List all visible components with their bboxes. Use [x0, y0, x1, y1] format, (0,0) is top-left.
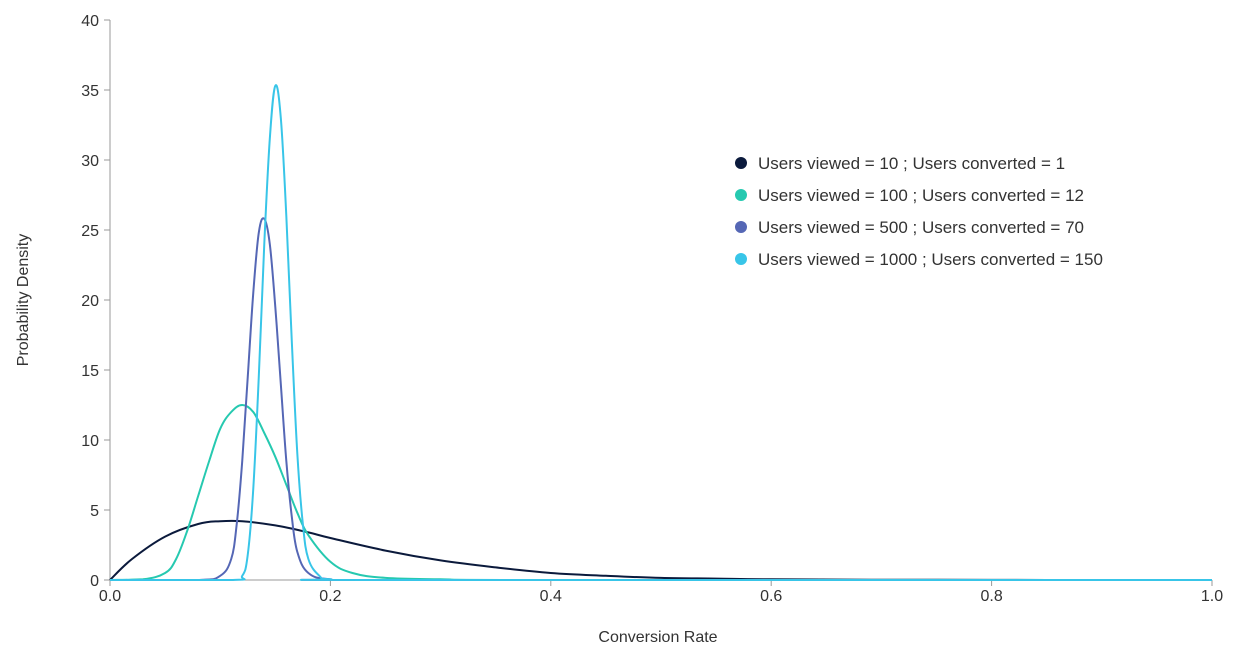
- legend-label: Users viewed = 100 ; Users converted = 1…: [758, 186, 1084, 205]
- y-tick-label: 25: [81, 223, 99, 240]
- x-axis-title: Conversion Rate: [598, 629, 717, 646]
- x-ticks: 0.0 0.2 0.4 0.6 0.8 1.0: [99, 580, 1223, 605]
- x-tick-label: 0.8: [980, 588, 1002, 605]
- legend-label: Users viewed = 10 ; Users converted = 1: [758, 154, 1065, 173]
- x-tick-label: 0.0: [99, 588, 121, 605]
- y-axis-title: Probability Density: [15, 234, 32, 367]
- series-line-2: [109, 404, 1212, 582]
- y-tick-label: 10: [81, 433, 99, 450]
- x-tick-label: 0.2: [319, 588, 341, 605]
- legend-marker: [735, 253, 747, 265]
- series-line-1: [109, 519, 1212, 581]
- y-tick-label: 40: [81, 13, 99, 30]
- series-group: [109, 84, 1212, 582]
- legend-marker: [735, 189, 747, 201]
- y-tick-label: 20: [81, 293, 99, 310]
- x-tick-label: 1.0: [1201, 588, 1223, 605]
- legend-label: Users viewed = 500 ; Users converted = 7…: [758, 218, 1084, 237]
- y-tick-label: 5: [90, 503, 99, 520]
- legend-marker: [735, 221, 747, 233]
- y-tick-label: 35: [81, 83, 99, 100]
- x-tick-label: 0.6: [760, 588, 782, 605]
- y-tick-label: 30: [81, 153, 99, 170]
- y-ticks: 0 5 10 15 20 25 30 35 40: [81, 13, 110, 590]
- x-tick-label: 0.4: [540, 588, 562, 605]
- series-line-4: [110, 84, 1212, 582]
- y-tick-label: 0: [90, 573, 99, 590]
- y-tick-label: 15: [81, 363, 99, 380]
- legend: Users viewed = 10 ; Users converted = 1 U…: [735, 154, 1103, 269]
- legend-marker: [735, 157, 747, 169]
- legend-label: Users viewed = 1000 ; Users converted = …: [758, 250, 1103, 269]
